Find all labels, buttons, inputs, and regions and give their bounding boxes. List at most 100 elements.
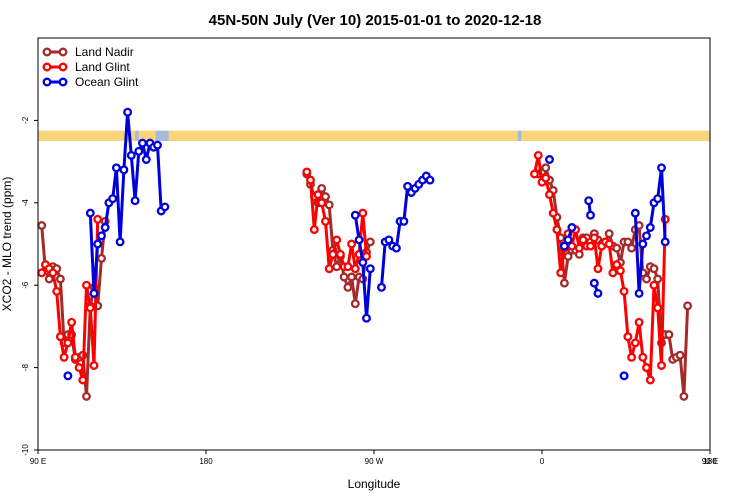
data-point-land-glint xyxy=(623,332,633,342)
plot-series xyxy=(37,107,693,401)
x-tick-label: 90 E xyxy=(30,457,46,466)
legend-marker xyxy=(42,77,52,87)
legend-marker xyxy=(58,62,68,72)
ocean-band-segment xyxy=(135,130,139,141)
data-point-ocean-glint xyxy=(384,235,394,245)
data-point-ocean-glint xyxy=(358,258,368,267)
data-point-land-glint xyxy=(67,317,77,327)
data-point-ocean-glint xyxy=(377,282,386,292)
data-point-ocean-glint xyxy=(97,231,106,241)
data-point-land-nadir xyxy=(321,192,330,202)
data-point-land-glint xyxy=(638,352,648,362)
data-point-land-glint xyxy=(552,225,562,235)
data-point-land-glint xyxy=(608,268,618,278)
data-point-ocean-glint xyxy=(645,223,655,232)
data-point-land-glint xyxy=(604,239,614,249)
data-point-land-glint xyxy=(589,233,599,243)
data-point-land-glint xyxy=(556,268,566,278)
data-point-ocean-glint xyxy=(93,239,103,249)
data-point-ocean-glint xyxy=(589,278,599,288)
data-point-ocean-glint xyxy=(111,163,121,173)
data-point-land-nadir xyxy=(563,251,573,261)
data-point-land-glint xyxy=(321,216,330,226)
data-point-ocean-glint xyxy=(100,223,110,232)
data-point-land-nadir xyxy=(627,243,637,253)
data-point-land-glint xyxy=(37,268,47,278)
data-point-ocean-glint xyxy=(354,235,364,245)
legend-item-land-glint: Land Glint xyxy=(42,60,130,74)
data-point-land-glint xyxy=(59,352,69,362)
data-point-land-nadir xyxy=(55,274,65,284)
data-point-ocean-glint xyxy=(657,163,666,173)
data-point-land-glint xyxy=(332,235,342,245)
land-band xyxy=(38,130,710,141)
data-point-land-glint xyxy=(533,150,543,160)
data-point-land-glint xyxy=(548,208,558,218)
data-point-land-glint xyxy=(82,280,91,290)
data-point-land-glint xyxy=(74,363,84,373)
data-point-land-nadir xyxy=(612,243,622,253)
y-tick-label: -10 xyxy=(21,444,30,456)
data-point-land-glint xyxy=(578,235,588,245)
data-point-land-nadir xyxy=(623,237,633,247)
land-ocean-band xyxy=(38,130,710,141)
legend-marker xyxy=(58,77,68,87)
data-point-ocean-glint xyxy=(89,288,99,298)
data-point-ocean-glint xyxy=(85,208,95,218)
data-point-land-nadir xyxy=(339,272,349,282)
y-tick-label: -2 xyxy=(21,116,30,124)
data-point-land-glint xyxy=(63,338,73,348)
data-point-land-nadir xyxy=(642,274,651,284)
data-point-ocean-glint xyxy=(153,140,162,150)
legend-marker xyxy=(42,62,52,72)
data-point-land-glint xyxy=(649,280,659,290)
data-point-ocean-glint xyxy=(563,235,573,245)
data-point-land-glint xyxy=(55,332,65,342)
data-point-land-glint xyxy=(541,173,551,183)
data-point-land-glint xyxy=(309,225,319,235)
data-point-land-nadir xyxy=(324,200,334,210)
data-point-ocean-glint xyxy=(559,241,569,251)
data-point-land-glint xyxy=(530,169,539,179)
data-point-land-nadir xyxy=(317,183,327,193)
data-point-land-nadir xyxy=(649,264,659,274)
data-point-ocean-glint xyxy=(403,181,413,191)
legend-marker xyxy=(58,47,68,57)
data-point-land-glint xyxy=(657,361,666,370)
data-point-land-glint xyxy=(306,175,315,185)
ocean-band-segment xyxy=(155,130,169,141)
data-point-land-nadir xyxy=(653,274,663,284)
data-point-land-glint xyxy=(545,190,554,200)
data-point-ocean-glint xyxy=(634,288,644,298)
data-point-land-nadir xyxy=(343,282,353,292)
data-point-land-glint xyxy=(89,361,99,370)
data-point-land-nadir xyxy=(683,301,693,311)
data-point-ocean-glint xyxy=(115,237,125,247)
data-point-land-nadir xyxy=(332,262,342,272)
data-point-ocean-glint xyxy=(638,239,648,249)
data-point-land-glint xyxy=(347,239,357,249)
data-point-ocean-glint xyxy=(63,371,73,381)
data-point-land-nadir xyxy=(679,391,689,401)
data-point-ocean-glint xyxy=(586,210,595,220)
data-point-ocean-glint xyxy=(391,243,401,253)
data-point-ocean-glint xyxy=(123,107,133,117)
data-point-land-nadir xyxy=(37,221,47,230)
data-point-land-glint xyxy=(586,241,595,251)
data-point-land-nadir xyxy=(675,350,685,360)
data-point-land-glint xyxy=(630,338,640,348)
data-point-land-nadir xyxy=(559,278,569,288)
data-point-land-nadir xyxy=(82,391,91,401)
legend-label: Land Nadir xyxy=(75,45,134,59)
data-point-land-glint xyxy=(634,317,644,327)
data-point-land-glint xyxy=(85,303,95,313)
y-tick-label: -8 xyxy=(21,363,30,371)
data-point-land-glint xyxy=(317,198,327,208)
data-point-land-glint xyxy=(574,243,584,253)
data-point-ocean-glint xyxy=(593,288,603,298)
legend-item-ocean-glint: Ocean Glint xyxy=(42,75,139,89)
data-point-land-glint xyxy=(615,266,625,276)
